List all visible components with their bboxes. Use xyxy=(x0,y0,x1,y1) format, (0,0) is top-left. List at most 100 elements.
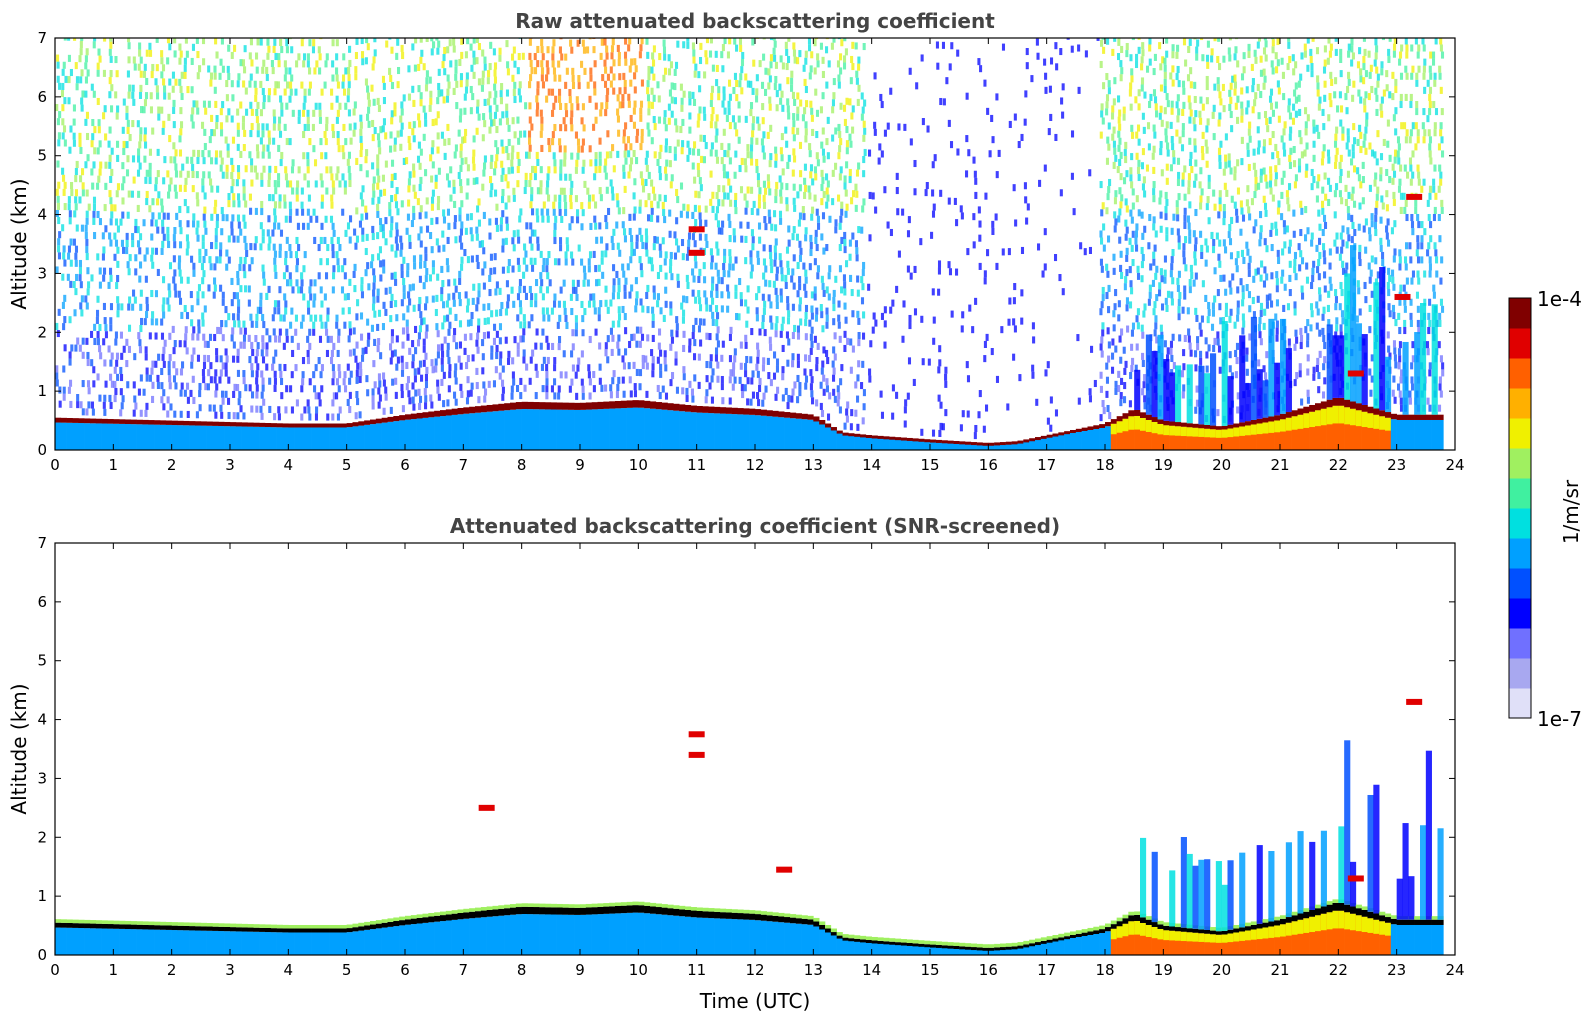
heatmap-cell xyxy=(160,367,164,376)
heatmap-cell xyxy=(825,173,829,181)
heatmap-cell xyxy=(302,102,306,110)
heatmap-cell xyxy=(210,242,214,250)
heatmap-cell xyxy=(62,245,66,253)
heatmap-cell xyxy=(580,117,584,125)
heatmap-cell xyxy=(1107,235,1111,243)
heatmap-cell xyxy=(232,313,236,321)
heatmap-cell xyxy=(425,70,429,78)
heatmap-cell xyxy=(761,117,765,125)
heatmap-cell xyxy=(325,187,329,195)
heatmap-cell xyxy=(697,353,701,361)
heatmap-cell xyxy=(793,98,797,106)
heatmap-cell xyxy=(627,93,631,101)
heatmap-cell xyxy=(541,265,545,273)
heatmap-cell xyxy=(132,56,136,64)
heatmap-cell xyxy=(762,307,766,315)
heatmap-cell xyxy=(638,340,642,348)
heatmap-cell xyxy=(125,169,130,177)
heatmap-cell xyxy=(434,181,438,189)
heatmap-cell xyxy=(163,339,167,347)
heatmap-cell xyxy=(821,176,825,184)
heatmap-cell xyxy=(582,159,586,167)
heatmap-cell xyxy=(802,262,806,270)
heatmap-cell xyxy=(335,378,340,386)
heatmap-cell xyxy=(774,238,778,246)
heatmap-cell xyxy=(79,41,83,49)
heatmap-cell xyxy=(458,320,463,328)
heatmap-cell xyxy=(268,165,272,173)
heatmap-cell xyxy=(330,201,334,209)
heatmap-cell xyxy=(291,349,295,358)
heatmap-cell xyxy=(114,218,118,226)
heatmap-cell xyxy=(361,354,365,362)
heatmap-cell xyxy=(580,202,584,210)
heatmap-cell xyxy=(214,157,218,165)
heatmap-cell xyxy=(317,272,321,280)
heatmap-cell xyxy=(424,119,428,127)
heatmap-cell xyxy=(966,248,970,256)
heatmap-cell xyxy=(172,142,176,150)
heatmap-cell xyxy=(785,140,789,148)
heatmap-cell xyxy=(1112,126,1116,134)
heatmap-cell xyxy=(506,266,510,274)
heatmap-cell xyxy=(600,250,604,258)
heatmap-cell xyxy=(516,257,520,265)
heatmap-cell xyxy=(531,208,535,216)
heatmap-cell xyxy=(705,57,709,65)
heatmap-cell xyxy=(982,425,986,433)
heatmap-cell xyxy=(1110,112,1115,120)
heatmap-cell xyxy=(691,211,695,219)
heatmap-cell xyxy=(978,390,982,398)
heatmap-cell xyxy=(1131,322,1136,330)
heatmap-cell xyxy=(516,180,520,188)
heatmap-cell xyxy=(86,351,90,359)
heatmap-cell xyxy=(364,247,368,256)
heatmap-cell xyxy=(510,166,514,174)
heatmap-cell xyxy=(729,185,733,193)
heatmap-cell xyxy=(377,373,381,381)
heatmap-cell xyxy=(624,348,628,356)
heatmap-cell xyxy=(410,219,414,228)
heatmap-cell xyxy=(650,87,654,95)
heatmap-cell xyxy=(183,389,187,397)
heatmap-cell xyxy=(56,118,60,126)
heatmap-cell xyxy=(634,305,638,313)
heatmap-cell xyxy=(626,263,630,271)
heatmap-cell xyxy=(179,368,184,376)
heatmap-cell xyxy=(455,342,459,350)
heatmap-cell xyxy=(486,411,493,450)
heatmap-cell xyxy=(995,93,999,101)
heatmap-cell xyxy=(506,357,511,365)
heatmap-cell xyxy=(698,177,702,185)
heatmap-cell xyxy=(461,136,465,144)
heatmap-cell xyxy=(702,406,709,413)
heatmap-cell xyxy=(489,253,493,261)
heatmap-cell xyxy=(790,84,794,92)
heatmap-cell xyxy=(623,79,627,87)
heatmap-cell xyxy=(208,333,213,341)
heatmap-cell xyxy=(160,424,167,450)
heatmap-cell xyxy=(791,388,795,396)
heatmap-cell xyxy=(440,416,447,450)
heatmap-cell xyxy=(1061,288,1065,296)
heatmap-cell xyxy=(419,226,423,234)
heatmap-cell xyxy=(575,159,579,167)
heatmap-cell xyxy=(536,88,540,96)
heatmap-cell xyxy=(521,52,525,60)
heatmap-cell xyxy=(883,438,890,450)
heatmap-cell xyxy=(772,416,779,450)
heatmap-cell xyxy=(524,179,528,187)
heatmap-cell xyxy=(429,394,433,402)
heatmap-cell xyxy=(458,341,463,349)
heatmap-cell xyxy=(185,50,189,58)
heatmap-cell xyxy=(260,172,264,180)
heatmap-cell xyxy=(356,299,360,307)
heatmap-cell xyxy=(545,187,549,195)
heatmap-cell xyxy=(534,363,538,371)
heatmap-cell xyxy=(710,85,715,93)
heatmap-cell xyxy=(668,146,672,154)
heatmap-cell xyxy=(331,180,335,188)
heatmap-cell xyxy=(775,90,779,98)
heatmap-cell xyxy=(540,39,544,47)
heatmap-cell xyxy=(290,46,294,54)
